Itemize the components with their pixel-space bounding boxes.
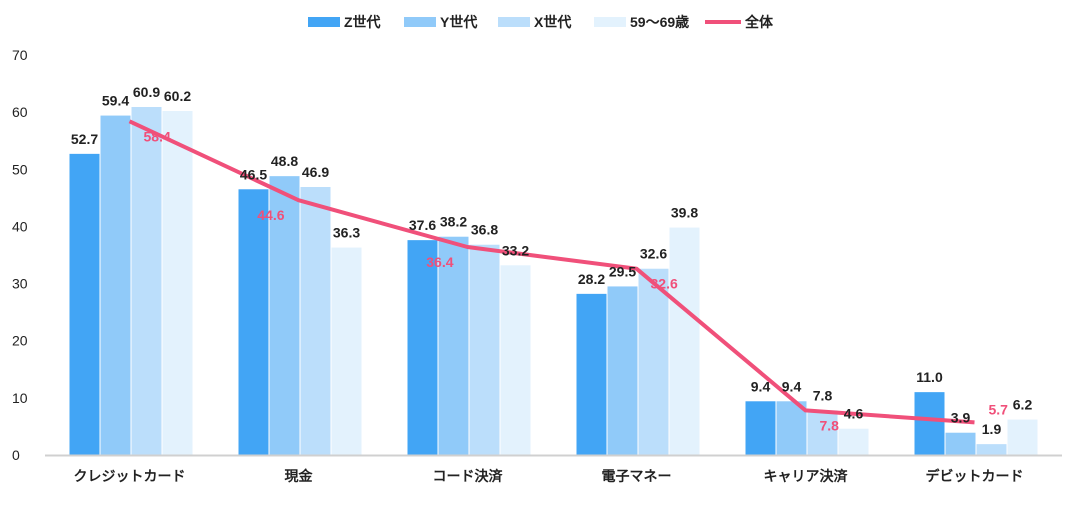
bar	[470, 245, 500, 455]
legend-item[interactable]: 59〜69歳	[594, 14, 689, 30]
y-tick-label: 60	[12, 104, 28, 120]
line-value-label: 32.6	[651, 276, 678, 292]
legend-label: Z世代	[344, 14, 381, 30]
bar	[746, 401, 776, 455]
bar-value-label: 4.6	[844, 406, 864, 422]
bar	[239, 189, 269, 455]
bar-value-label: 60.9	[133, 84, 160, 100]
legend-item[interactable]: Y世代	[404, 14, 477, 30]
bar-value-label: 36.3	[333, 225, 360, 241]
bar	[977, 444, 1007, 455]
bar-value-label: 38.2	[440, 214, 467, 230]
legend-label: 全体	[744, 14, 774, 30]
bar-value-label: 28.2	[578, 271, 605, 287]
x-tick-label: クレジットカード	[74, 468, 186, 484]
bar	[101, 116, 131, 455]
legend-label: X世代	[534, 14, 571, 30]
bar	[408, 240, 438, 455]
bar	[608, 286, 638, 455]
line-value-label: 7.8	[820, 417, 840, 433]
legend-label: Y世代	[440, 14, 477, 30]
y-axis: 0 10 20 30 40 50 60 70	[12, 47, 28, 463]
bar	[670, 228, 700, 455]
bar	[915, 392, 945, 455]
legend-swatch	[594, 17, 626, 27]
bar	[163, 111, 193, 455]
bar-value-label: 48.8	[271, 153, 298, 169]
legend-swatch	[705, 20, 741, 24]
bar-value-label: 11.0	[916, 369, 943, 385]
line-value-label: 44.6	[257, 207, 284, 223]
legend-swatch	[308, 17, 340, 27]
y-tick-label: 70	[12, 47, 28, 63]
bar	[132, 107, 162, 455]
line-value-label: 58.4	[144, 128, 171, 144]
bar-value-label: 1.9	[982, 421, 1002, 437]
y-tick-label: 10	[12, 390, 28, 406]
bar	[301, 187, 331, 455]
bar	[1008, 420, 1038, 455]
bar-value-label: 52.7	[71, 131, 98, 147]
bar-value-label: 6.2	[1013, 397, 1033, 413]
bar-value-label: 32.6	[640, 246, 667, 262]
bar	[839, 429, 869, 455]
bar-value-label: 29.5	[609, 263, 636, 279]
bar-value-label: 39.8	[671, 205, 698, 221]
data-labels: 52.7 46.5 37.6 28.2 9.4 11.0 59.4 48.8 38.2 29.5 9…	[71, 84, 1033, 437]
x-axis: クレジットカード 現金 コード決済 電子マネー キャリア決済 デビットカード	[74, 468, 1024, 484]
bar	[946, 433, 976, 455]
bar	[501, 265, 531, 455]
y-tick-label: 30	[12, 276, 28, 292]
x-tick-label: デビットカード	[926, 468, 1024, 484]
legend: Z世代 Y世代 X世代 59〜69歳 全体	[308, 14, 774, 30]
line-value-label: 5.7	[989, 401, 1009, 417]
bar-value-label: 60.2	[164, 88, 191, 104]
y-tick-label: 20	[12, 333, 28, 349]
x-tick-label: キャリア決済	[764, 468, 849, 484]
bar-value-label: 59.4	[102, 93, 129, 109]
y-tick-label: 0	[12, 447, 20, 463]
legend-item[interactable]: X世代	[498, 14, 571, 30]
x-tick-label: 電子マネー	[602, 468, 672, 484]
bar-value-label: 3.9	[951, 410, 971, 426]
bar-value-label: 33.2	[502, 242, 529, 258]
y-tick-label: 40	[12, 218, 28, 234]
bar	[332, 248, 362, 455]
x-tick-label: コード決済	[433, 468, 504, 484]
legend-item[interactable]: 全体	[705, 14, 774, 30]
line-value-label: 36.4	[426, 254, 453, 270]
bar-value-label: 9.4	[751, 378, 771, 394]
legend-label: 59〜69歳	[630, 14, 689, 30]
bar	[577, 294, 607, 455]
bar	[639, 269, 669, 455]
bar-value-label: 7.8	[813, 387, 833, 403]
y-tick-label: 50	[12, 161, 28, 177]
bar-value-label: 46.5	[240, 166, 267, 182]
legend-swatch	[404, 17, 436, 27]
x-tick-label: 現金	[285, 468, 314, 484]
legend-item[interactable]: Z世代	[308, 14, 381, 30]
bar	[70, 154, 100, 455]
bar-value-label: 36.8	[471, 222, 498, 238]
bar-value-label: 9.4	[782, 378, 802, 394]
bar-value-label: 46.9	[302, 164, 329, 180]
bar-value-label: 37.6	[409, 217, 436, 233]
legend-swatch	[498, 17, 530, 27]
